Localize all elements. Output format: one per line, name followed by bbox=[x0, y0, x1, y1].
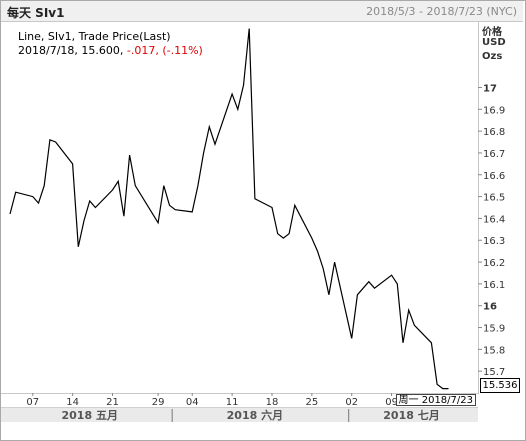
date-range: 2018/5/3 - 2018/7/23 (NYC) bbox=[366, 5, 517, 18]
y-tick-label: 16 bbox=[483, 302, 497, 313]
chart-title: 每天 SIv1 bbox=[7, 6, 65, 20]
x-tick-label: 21 bbox=[106, 397, 119, 408]
x-tick-label: 25 bbox=[305, 397, 318, 408]
legend-value: 2018/7/18, 15.600, bbox=[18, 44, 127, 57]
last-price-marker: 15.536 bbox=[480, 378, 520, 393]
x-tick-label: 11 bbox=[226, 397, 239, 408]
legend-series-desc: Line, SIv1, Trade Price(Last) bbox=[18, 30, 171, 43]
footer bbox=[1, 422, 523, 439]
legend-change: -.017, (-.11%) bbox=[126, 44, 203, 57]
y-tick-label: 17 bbox=[483, 83, 497, 94]
x-tick-label: 07 bbox=[26, 397, 39, 408]
y-axis: 15.7 15.8 15.9 16 16.1 16.2 16.3 16.4 16.5 16.6 16… bbox=[478, 83, 505, 378]
y-unit-currency: USD bbox=[482, 37, 506, 48]
y-tick-label: 16.8 bbox=[483, 127, 505, 138]
x-tick-label: 02 bbox=[345, 397, 358, 408]
y-unit-ozs: Ozs bbox=[482, 51, 503, 62]
month-label: 2018 六月 bbox=[227, 408, 283, 422]
y-unit-price: 价格 bbox=[482, 27, 502, 38]
y-tick-label: 16.1 bbox=[483, 280, 505, 291]
x-tick-label: 18 bbox=[266, 397, 279, 408]
series-layer bbox=[9, 28, 449, 390]
y-tick-label: 16.7 bbox=[483, 149, 505, 160]
x-axis: 07 14 21 29 04 11 18 25 02 09 bbox=[26, 393, 398, 408]
y-tick-label: 15.8 bbox=[483, 345, 505, 356]
month-label: 2018 七月 bbox=[383, 408, 439, 422]
plot-area[interactable] bbox=[1, 22, 479, 394]
legend-value-line: 2018/7/18, 15.600, -.017, (-.11%) bbox=[18, 44, 203, 57]
y-tick-label: 16.6 bbox=[483, 171, 505, 182]
x-tick-label: 09 bbox=[385, 397, 398, 408]
price-line bbox=[9, 28, 449, 390]
y-tick-label: 15.9 bbox=[483, 324, 505, 335]
y-tick-label: 16.9 bbox=[483, 105, 505, 116]
y-tick-label: 16.4 bbox=[483, 214, 505, 225]
x-tick-label: 29 bbox=[152, 397, 165, 408]
y-tick-label: 15.7 bbox=[483, 367, 505, 378]
x-tick-label: 04 bbox=[186, 397, 199, 408]
title-bar: 每天 SIv1 2018/5/3 - 2018/7/23 (NYC) bbox=[1, 1, 523, 22]
x-tick-label: 14 bbox=[66, 397, 79, 408]
cursor-date-label: 周一 2018/7/23 bbox=[396, 394, 476, 406]
y-tick-label: 16.3 bbox=[483, 236, 505, 247]
month-labels: 2018 五月 2018 六月 2018 七月 bbox=[62, 408, 440, 422]
month-label: 2018 五月 bbox=[62, 409, 118, 422]
y-tick-label: 16.2 bbox=[483, 258, 505, 269]
y-tick-label: 16.5 bbox=[483, 193, 505, 204]
